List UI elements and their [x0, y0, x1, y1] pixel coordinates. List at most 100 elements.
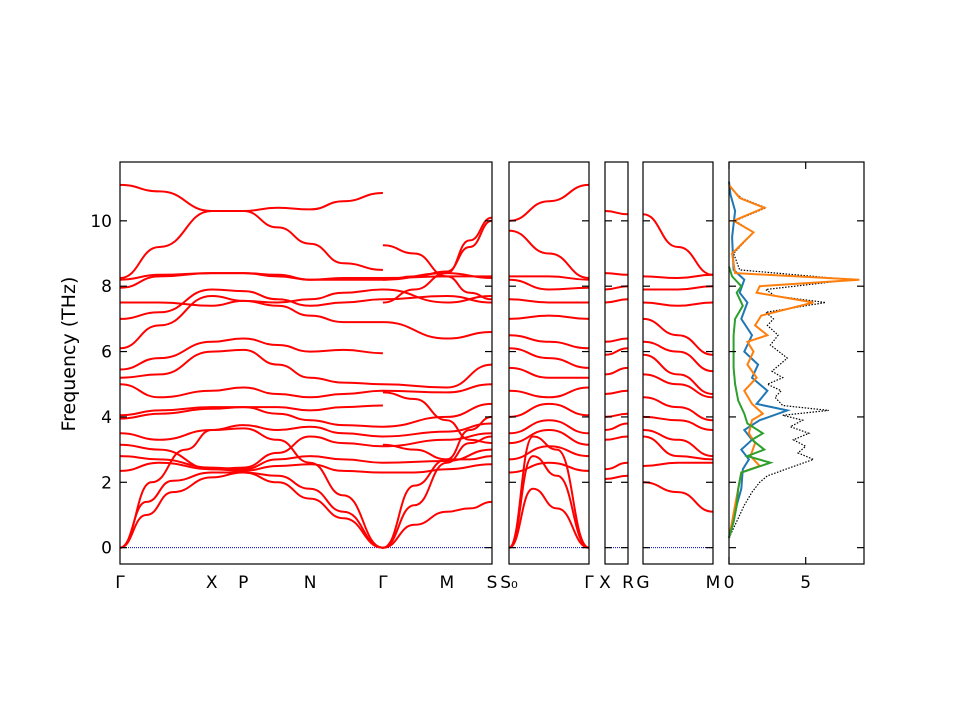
- y-tick-label: 4: [101, 408, 112, 428]
- band-line: [604, 298, 629, 304]
- band-line: [508, 386, 590, 399]
- band-line: [508, 428, 590, 446]
- y-tick-label: 2: [101, 473, 112, 493]
- band-line: [642, 317, 714, 356]
- band-line: [119, 183, 383, 213]
- band-line: [382, 391, 493, 445]
- x-tick-label: R: [622, 573, 634, 593]
- band-line: [382, 443, 493, 461]
- band-line: [604, 272, 629, 276]
- band-line: [604, 474, 629, 480]
- band-line: [120, 288, 493, 307]
- panel-frame: [604, 161, 629, 565]
- band-line: [508, 314, 590, 320]
- band-line: [642, 435, 714, 461]
- band-line: [508, 461, 590, 474]
- band-line: [604, 347, 629, 356]
- dos-line: [728, 184, 860, 539]
- x-tick-label: M: [706, 573, 721, 593]
- band-line: [508, 445, 590, 461]
- band-line: [119, 348, 493, 389]
- band-line: [119, 337, 383, 371]
- band-line: [508, 183, 590, 222]
- band-line: [604, 366, 629, 376]
- band-line: [642, 340, 714, 373]
- x-tick-label: G: [636, 573, 649, 593]
- panel-frame: [508, 161, 590, 565]
- dos-line: [728, 266, 774, 539]
- band-line: [119, 210, 383, 279]
- band-line: [642, 481, 714, 513]
- x-tick-label: Γ: [584, 573, 594, 593]
- x-tick-label: 5: [800, 573, 811, 593]
- band-line: [642, 353, 714, 395]
- band-line: [604, 389, 629, 395]
- x-tick-label: 0: [724, 573, 735, 593]
- band-line: [642, 301, 714, 307]
- band-line: [508, 419, 590, 435]
- band-line: [382, 435, 493, 549]
- dos-line: [728, 181, 852, 539]
- panel-frame: [119, 161, 493, 565]
- x-tick-label: N: [304, 573, 317, 593]
- segment-1: 0 2 4 6 8 10 Γ X P N Γ M S: [90, 161, 498, 593]
- band-line: [508, 298, 590, 304]
- x-tick-label: S₀: [500, 573, 518, 593]
- band-line: [642, 429, 714, 458]
- band-line: [604, 422, 629, 431]
- band-line: [642, 213, 714, 276]
- band-line: [119, 402, 493, 428]
- band-line: [119, 383, 493, 399]
- band-line: [119, 288, 493, 320]
- band-line: [508, 366, 589, 379]
- band-line: [119, 461, 493, 474]
- band-line: [642, 273, 714, 280]
- band-line: [508, 278, 590, 291]
- band-line: [382, 219, 493, 281]
- band-line: [508, 275, 590, 281]
- y-tick-label: 10: [90, 212, 112, 232]
- band-line: [119, 471, 384, 549]
- x-tick-label: X: [206, 573, 218, 593]
- band-line: [119, 432, 493, 471]
- band-line: [119, 471, 384, 549]
- panel-frame: [642, 161, 714, 565]
- x-tick-label: S: [487, 573, 498, 593]
- band-line: [642, 461, 713, 467]
- band-line: [119, 422, 493, 441]
- x-tick-label: X: [599, 573, 611, 593]
- x-tick-label: M: [439, 573, 454, 593]
- band-line: [119, 404, 383, 417]
- band-line: [642, 373, 714, 399]
- band-line: [508, 402, 590, 418]
- band-line: [508, 435, 590, 549]
- band-line: [119, 427, 384, 549]
- band-line: [604, 435, 629, 441]
- band-line: [643, 285, 714, 291]
- x-tick-label: Γ: [115, 573, 125, 593]
- band-line: [508, 347, 590, 369]
- band-line: [382, 244, 493, 301]
- y-tick-label: 6: [101, 343, 112, 363]
- band-line: [604, 461, 629, 471]
- band-line: [508, 487, 590, 549]
- y-axis-label: Frequency (THz): [58, 277, 80, 432]
- band-line: [642, 415, 714, 431]
- dos-frame: [728, 161, 865, 565]
- band-line: [382, 216, 493, 304]
- y-tick-label: 0: [101, 539, 112, 559]
- band-line: [119, 294, 493, 350]
- y-tick-label: 8: [101, 277, 112, 297]
- band-line: [508, 229, 590, 279]
- band-line: [119, 448, 493, 471]
- band-line: [642, 396, 714, 422]
- band-line: [604, 337, 629, 343]
- band-line: [508, 334, 590, 350]
- x-tick-label: Γ: [378, 573, 388, 593]
- x-tick-label: P: [238, 573, 248, 593]
